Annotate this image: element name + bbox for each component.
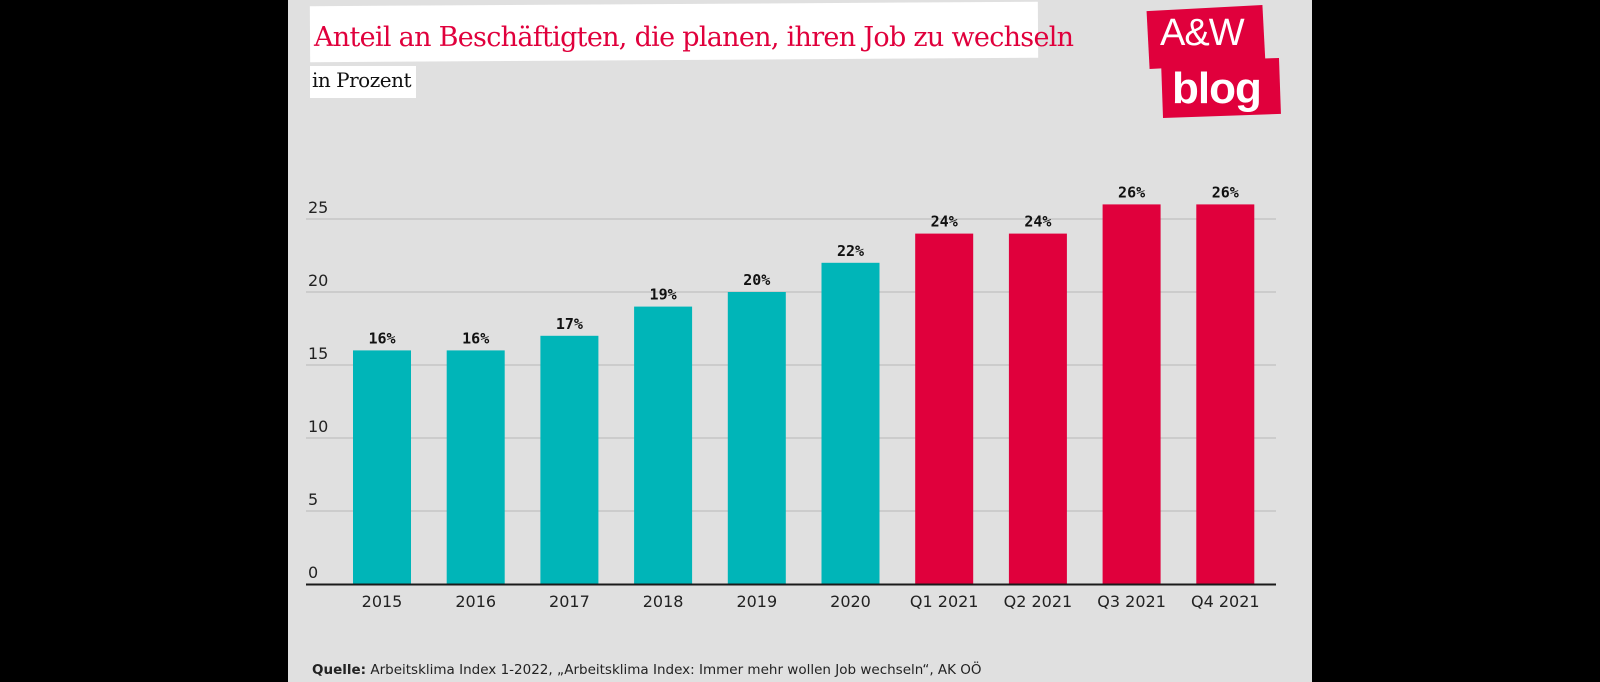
category-label: 2018 — [643, 592, 684, 611]
category-label: 2016 — [455, 592, 496, 611]
bar-q2-2021 — [1008, 233, 1067, 584]
source-text: Arbeitsklima Index 1-2022, „Arbeitsklima… — [366, 662, 982, 678]
bar-2020 — [821, 262, 880, 584]
value-label: 19% — [650, 286, 677, 304]
category-label: Q4 2021 — [1191, 592, 1260, 611]
category-label: 2015 — [362, 592, 403, 611]
category-label: 2019 — [736, 592, 777, 611]
value-label: 24% — [1024, 213, 1051, 231]
value-label: 26% — [1118, 183, 1145, 201]
source-note: Quelle: Arbeitsklima Index 1-2022, „Arbe… — [312, 662, 982, 678]
value-label: 20% — [743, 271, 770, 289]
category-label: 2020 — [830, 592, 871, 611]
y-tick-label: 5 — [308, 490, 318, 509]
bar-2015 — [353, 350, 411, 584]
bar-2017 — [540, 335, 599, 584]
aw-blog-logo[interactable]: A&W blog — [1136, 2, 1286, 120]
bar-2018 — [634, 306, 693, 584]
chart-panel: Anteil an Beschäftigten, die planen, ihr… — [288, 0, 1312, 682]
category-label: 2017 — [549, 592, 590, 611]
chart-subtitle: in Prozent — [312, 68, 411, 92]
bar-q1-2021 — [915, 233, 974, 584]
bars — [353, 204, 1255, 584]
y-tick-label: 20 — [308, 271, 328, 290]
subtitle-background — [310, 66, 416, 98]
value-label: 16% — [462, 329, 489, 347]
value-label: 22% — [837, 242, 864, 260]
y-tick-label: 10 — [308, 417, 328, 436]
y-tick-label: 15 — [308, 344, 328, 363]
logo-text-aw: A&W — [1160, 12, 1245, 54]
value-label: 26% — [1212, 183, 1239, 201]
y-tick-label: 25 — [308, 198, 328, 217]
value-label: 16% — [368, 329, 395, 347]
value-labels: 16% 16% 17% 19% 20% 22% 24% 24% 26% 26% — [368, 183, 1238, 347]
y-axis-ticks: 0 5 10 15 20 25 — [308, 198, 328, 582]
bar-q3-2021 — [1102, 204, 1161, 584]
value-label: 17% — [556, 315, 583, 333]
value-label: 24% — [931, 213, 958, 231]
logo-text-blog: blog — [1172, 64, 1262, 113]
category-label: Q2 2021 — [1004, 592, 1073, 611]
source-label: Quelle: — [312, 662, 367, 678]
bar-chart: 0 5 10 15 20 25 16% 16% 17% 19% 20% 22% 24% 24% 26% 26… — [306, 183, 1276, 611]
bar-2016 — [446, 350, 505, 584]
bar-q4-2021 — [1196, 204, 1255, 584]
x-axis-categories: 2015 2016 2017 2018 2019 2020 Q1 2021 Q2 2021 Q3… — [362, 592, 1260, 611]
category-label: Q1 2021 — [910, 592, 979, 611]
y-tick-label: 0 — [308, 563, 318, 582]
chart-title: Anteil an Beschäftigten, die planen, ihr… — [314, 22, 1074, 53]
bar-2019 — [727, 292, 786, 584]
category-label: Q3 2021 — [1097, 592, 1166, 611]
